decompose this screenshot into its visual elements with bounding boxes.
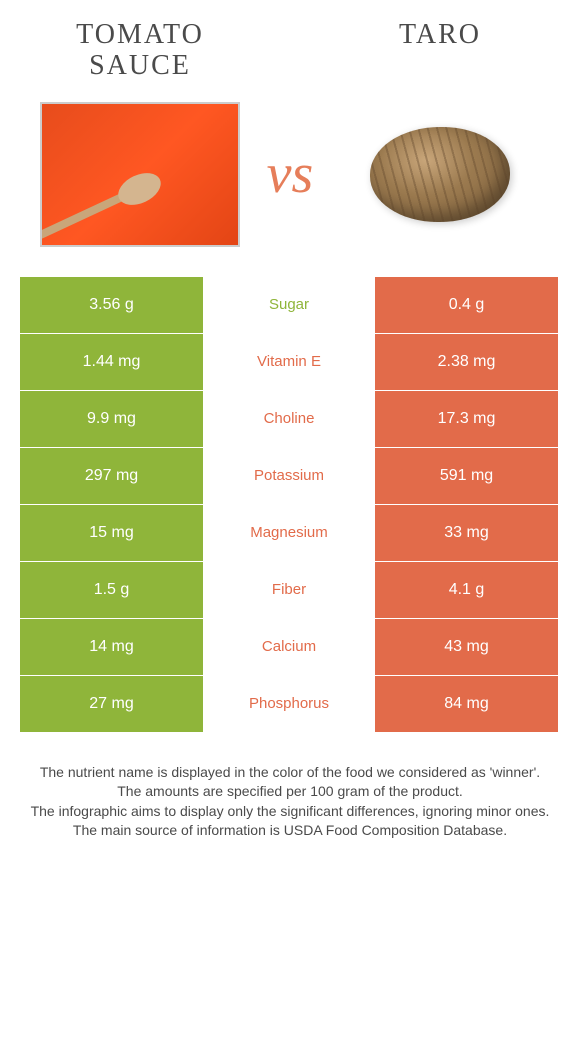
nutrient-right-value: 43 mg (375, 619, 558, 675)
nutrient-left-value: 15 mg (20, 505, 203, 561)
footer-line: The main source of information is USDA F… (20, 821, 560, 841)
nutrient-left-value: 3.56 g (20, 277, 203, 333)
nutrient-right-value: 84 mg (375, 676, 558, 732)
nutrient-label: Fiber (203, 562, 375, 618)
food-right-title: Taro (340, 20, 540, 82)
nutrient-label: Phosphorus (203, 676, 375, 732)
infographic-container: Tomato sauce Taro vs 3.56 gSugar0.4 g1.4… (0, 0, 580, 861)
nutrient-row: 15 mgMagnesium33 mg (20, 505, 560, 561)
nutrient-left-value: 1.44 mg (20, 334, 203, 390)
header: Tomato sauce Taro (0, 0, 580, 92)
nutrient-right-value: 33 mg (375, 505, 558, 561)
nutrient-left-value: 27 mg (20, 676, 203, 732)
food-right-image (340, 102, 540, 247)
nutrient-left-value: 297 mg (20, 448, 203, 504)
nutrient-label: Calcium (203, 619, 375, 675)
nutrient-row: 27 mgPhosphorus84 mg (20, 676, 560, 732)
nutrient-right-value: 17.3 mg (375, 391, 558, 447)
food-left-title: Tomato sauce (40, 20, 240, 82)
nutrient-label: Vitamin E (203, 334, 375, 390)
nutrient-right-value: 591 mg (375, 448, 558, 504)
taro-icon (370, 127, 510, 222)
footer-line: The amounts are specified per 100 gram o… (20, 782, 560, 802)
nutrient-label: Magnesium (203, 505, 375, 561)
nutrient-table: 3.56 gSugar0.4 g1.44 mgVitamin E2.38 mg9… (20, 277, 560, 732)
nutrient-row: 297 mgPotassium591 mg (20, 448, 560, 504)
nutrient-label: Potassium (203, 448, 375, 504)
nutrient-right-value: 4.1 g (375, 562, 558, 618)
footer-line: The nutrient name is displayed in the co… (20, 763, 560, 783)
vs-label: vs (267, 142, 314, 206)
nutrient-label: Choline (203, 391, 375, 447)
nutrient-left-value: 1.5 g (20, 562, 203, 618)
footer-notes: The nutrient name is displayed in the co… (0, 733, 580, 861)
nutrient-row: 14 mgCalcium43 mg (20, 619, 560, 675)
nutrient-right-value: 2.38 mg (375, 334, 558, 390)
nutrient-left-value: 14 mg (20, 619, 203, 675)
nutrient-row: 1.5 gFiber4.1 g (20, 562, 560, 618)
nutrient-row: 3.56 gSugar0.4 g (20, 277, 560, 333)
food-left-image (40, 102, 240, 247)
images-row: vs (0, 92, 580, 267)
nutrient-right-value: 0.4 g (375, 277, 558, 333)
nutrient-left-value: 9.9 mg (20, 391, 203, 447)
nutrient-label: Sugar (203, 277, 375, 333)
nutrient-row: 9.9 mgCholine17.3 mg (20, 391, 560, 447)
nutrient-row: 1.44 mgVitamin E2.38 mg (20, 334, 560, 390)
footer-line: The infographic aims to display only the… (20, 802, 560, 822)
